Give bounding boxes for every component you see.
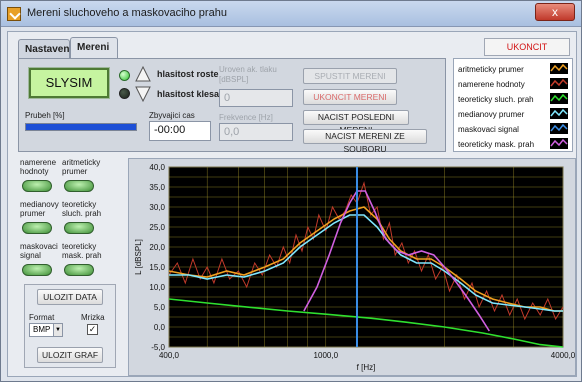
- format-value: BMP: [33, 325, 51, 334]
- volume-down-label: hlasitost klesa: [157, 89, 220, 99]
- toggle-label: teoreticky sluch. prah: [62, 200, 102, 218]
- legend-item-label: maskovaci signal: [458, 125, 519, 134]
- y-tick-label: -5,0: [151, 343, 165, 352]
- level-label: Uroven ak. tlaku [dBSPL]: [219, 65, 277, 84]
- tab-nastaveni[interactable]: Nastaveni: [18, 39, 72, 59]
- toggle-panel: namerene hodnoty aritmeticky prumer median…: [18, 158, 122, 372]
- toggle-hearing-threshold[interactable]: [64, 222, 94, 234]
- series-masking-threshold: [303, 190, 490, 332]
- legend-item-label: teoreticky mask. prah: [458, 140, 535, 149]
- remaining-time-field: -00:00: [149, 121, 211, 141]
- y-tick-label: 0,0: [154, 323, 166, 332]
- legend-item-label: namerene hodnoty: [458, 80, 525, 89]
- y-tick-label: 5,0: [154, 303, 166, 312]
- y-tick-label: 25,0: [149, 223, 165, 232]
- measurement-tab-panel: SLYSIM hlasitost roste hlasitost klesa P…: [18, 58, 446, 154]
- save-panel: ULOZIT DATA Format BMP ▼ Mrizka ✓ ULOZIT…: [24, 284, 116, 368]
- chevron-down-icon: ▼: [53, 324, 62, 336]
- client-area: Nastaveni Mereni UKONCIT PROGRAM SLYSIM …: [7, 31, 577, 377]
- level-field[interactable]: 0: [219, 89, 293, 107]
- format-select[interactable]: BMP ▼: [29, 323, 63, 337]
- toggle-label: medianovy prumer: [20, 200, 59, 218]
- volume-up-arrow-icon[interactable]: [135, 66, 151, 82]
- frequency-field[interactable]: 0,0: [219, 123, 293, 141]
- toggle-median[interactable]: [22, 222, 52, 234]
- progress-bar: [25, 123, 137, 131]
- start-measure-button[interactable]: SPUSTIT MERENI: [303, 68, 397, 84]
- tab-mereni[interactable]: Mereni: [70, 37, 118, 59]
- save-data-button[interactable]: ULOZIT DATA: [37, 289, 103, 305]
- y-tick-label: 35,0: [149, 183, 165, 192]
- save-graph-button[interactable]: ULOZIT GRAF: [37, 347, 103, 363]
- hear-button[interactable]: SLYSIM: [28, 67, 110, 99]
- format-label: Format: [29, 313, 55, 322]
- volume-up-label: hlasitost roste: [157, 69, 219, 79]
- grid-check-mark: ✓: [88, 324, 97, 334]
- app-icon: [7, 7, 21, 21]
- volume-down-arrow-icon[interactable]: [135, 86, 151, 102]
- remaining-time-label: Zbyvajici cas: [149, 111, 195, 120]
- series-average: [168, 206, 563, 312]
- x-tick-label: 4000,0: [551, 351, 576, 360]
- y-tick-label: 30,0: [149, 203, 165, 212]
- toggle-label: teoreticky mask. prah: [62, 242, 102, 260]
- grid-checkbox[interactable]: ✓: [87, 324, 98, 335]
- series-hearing-threshold: [168, 298, 564, 348]
- legend-average-icon[interactable]: [550, 63, 568, 74]
- y-tick-label: 40,0: [149, 163, 165, 172]
- grid-label: Mrizka: [81, 313, 105, 322]
- y-tick-label: 10,0: [149, 283, 165, 292]
- stop-program-button[interactable]: UKONCIT PROGRAM: [484, 38, 570, 68]
- toggle-average[interactable]: [64, 180, 94, 192]
- load-last-button[interactable]: NACIST POSLEDNI MERENI: [303, 110, 409, 135]
- legend-masking-signal-icon[interactable]: [550, 123, 568, 134]
- legend-masking-threshold-icon[interactable]: [550, 138, 568, 149]
- x-tick-label: 1000,0: [314, 351, 339, 360]
- x-axis-label: f [Hz]: [357, 363, 376, 372]
- frequency-label: Frekvence [Hz]: [219, 113, 273, 122]
- toggle-masking-signal[interactable]: [22, 264, 52, 276]
- plot-legend: aritmeticky prumer namerene hodnoty teoret…: [453, 58, 573, 152]
- progress-label: Prubeh [%]: [25, 111, 65, 120]
- legend-hearing-threshold-icon[interactable]: [550, 93, 568, 104]
- y-tick-label: 15,0: [149, 263, 165, 272]
- threshold-chart: -5,0 0,0 5,0 10,0 15,0 20,0 25,0 30,0 35,0 40,0 40…: [134, 163, 576, 372]
- volume-up-led: [119, 70, 130, 81]
- progress-fill: [26, 124, 136, 130]
- stop-measure-button[interactable]: UKONCIT MERENI: [303, 89, 397, 105]
- graph-panel: -5,0 0,0 5,0 10,0 15,0 20,0 25,0 30,0 35,0 40,0 40…: [128, 158, 576, 376]
- legend-item-label: teoreticky sluch. prah: [458, 95, 534, 104]
- legend-measured-icon[interactable]: [550, 78, 568, 89]
- legend-median-icon[interactable]: [550, 108, 568, 119]
- window-title: Mereni sluchoveho a maskovaciho prahu: [27, 7, 227, 19]
- toggle-label: maskovaci signal: [20, 242, 58, 260]
- title-bar: Mereni sluchoveho a maskovaciho prahu x: [1, 1, 581, 27]
- y-axis-label: L [dBSPL]: [134, 239, 143, 275]
- legend-item-label: medianovy prumer: [458, 110, 525, 119]
- y-tick-label: 20,0: [149, 243, 165, 252]
- toggle-measured[interactable]: [22, 180, 52, 192]
- series-median: [169, 214, 563, 312]
- close-button[interactable]: x: [535, 3, 575, 21]
- toggle-masking-threshold[interactable]: [64, 264, 94, 276]
- toggle-label: aritmeticky prumer: [62, 158, 101, 176]
- toggle-label: namerene hodnoty: [20, 158, 57, 176]
- x-tick-label: 400,0: [159, 351, 180, 360]
- legend-item-label: aritmeticky prumer: [458, 65, 524, 74]
- volume-down-led: [119, 88, 130, 99]
- load-file-button[interactable]: NACIST MERENI ZE SOUBORU: [303, 129, 427, 154]
